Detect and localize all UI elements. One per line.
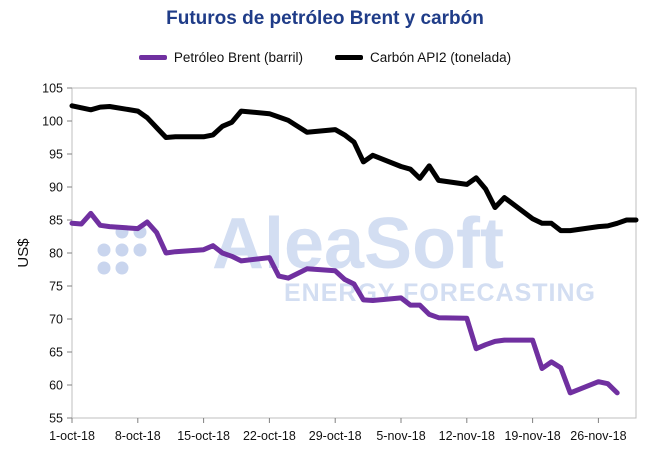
legend-label-coal: Carbón API2 (tonelada) (369, 50, 512, 65)
legend-swatch-coal (334, 55, 363, 60)
legend: Petróleo Brent (barril) Carbón API2 (ton… (0, 50, 650, 65)
series-line-brent (69, 210, 620, 396)
y-tick-label: 75 (49, 280, 63, 294)
x-tick-label: 5-nov-18 (376, 429, 425, 443)
y-tick-label: 60 (49, 379, 63, 393)
chart-title: Futuros de petróleo Brent y carbón (166, 8, 484, 29)
legend-label-brent: Petróleo Brent (barril) (173, 50, 303, 65)
watermark-tagline: ENERGY FORECASTING (284, 279, 596, 307)
legend-entry-brent: Petróleo Brent (barril) (138, 50, 303, 65)
x-tick-label: 22-oct-18 (243, 429, 296, 443)
y-tick-label: 65 (49, 346, 63, 360)
x-tick-label: 8-oct-18 (115, 429, 161, 443)
x-tick-label: 15-oct-18 (177, 429, 230, 443)
legend-swatch-brent (138, 55, 167, 60)
y-tick-label: 100 (42, 115, 63, 129)
x-tick-label: 19-nov-18 (504, 429, 560, 443)
x-tick-label: 12-nov-18 (439, 429, 495, 443)
x-tick-label: 1-oct-18 (49, 429, 95, 443)
y-tick-label: 95 (49, 148, 63, 162)
x-tick-label: 29-oct-18 (309, 429, 362, 443)
y-tick-label: 55 (49, 412, 63, 426)
x-tick-label: 26-nov-18 (570, 429, 626, 443)
y-tick-label: 90 (49, 181, 63, 195)
y-tick-label: 80 (49, 247, 63, 261)
y-tick-label: 70 (49, 313, 63, 327)
series-line-coal (69, 103, 639, 234)
y-axis-label: US$ (15, 238, 32, 268)
watermark-brand: AleaSoft (212, 204, 504, 284)
y-tick-label: 85 (49, 214, 63, 228)
legend-entry-coal: Carbón API2 (tonelada) (334, 50, 512, 65)
watermark-logo-dots (97, 225, 147, 275)
y-tick-label: 105 (42, 82, 63, 96)
